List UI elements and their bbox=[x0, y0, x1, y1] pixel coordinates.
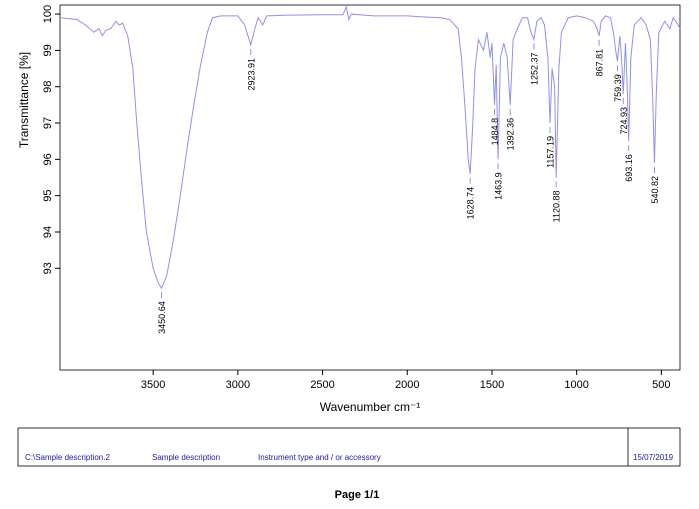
y-tick-label: 93 bbox=[42, 262, 54, 274]
peak-label: 1484.8 bbox=[490, 118, 500, 146]
peak-label: 1252.37 bbox=[529, 53, 539, 86]
x-tick-label: 2000 bbox=[395, 379, 419, 391]
spectrum-line bbox=[59, 5, 681, 290]
x-axis-label: Wavenumber cm⁻¹ bbox=[320, 400, 421, 414]
x-tick-label: 1000 bbox=[564, 379, 588, 391]
footer-box bbox=[17, 427, 681, 467]
peak-label: 3450.64 bbox=[157, 301, 167, 334]
peak-label: 2923.91 bbox=[246, 58, 256, 91]
peak-label: 1120.88 bbox=[552, 191, 562, 223]
x-tick-label: 500 bbox=[652, 379, 670, 391]
y-tick-label: 95 bbox=[42, 190, 54, 202]
peak-label: 759.39 bbox=[613, 74, 623, 102]
y-tick-label: 94 bbox=[42, 226, 54, 238]
x-tick-label: 1500 bbox=[480, 379, 504, 391]
y-tick-label: 99 bbox=[42, 44, 54, 56]
peak-label: 693.16 bbox=[624, 154, 634, 182]
footer-sample: Sample description bbox=[152, 453, 220, 462]
x-tick-label: 3000 bbox=[226, 379, 250, 391]
peak-label: 724.93 bbox=[619, 107, 629, 135]
footer-date: 15/07/2019 bbox=[633, 453, 674, 462]
y-tick-label: 100 bbox=[42, 5, 54, 23]
peak-label: 540.82 bbox=[650, 176, 660, 204]
page-number: Page 1/1 bbox=[335, 489, 380, 501]
footer-file: C:\Sample description.2 bbox=[25, 453, 110, 462]
peak-label: 1628.74 bbox=[466, 187, 476, 220]
peak-label: 1463.9 bbox=[494, 172, 504, 200]
plot-frame bbox=[59, 4, 681, 371]
y-tick-label: 98 bbox=[42, 81, 54, 93]
peak-label: 1392.36 bbox=[506, 118, 516, 151]
footer-instrument: Instrument type and / or accessory bbox=[258, 453, 381, 462]
y-tick-label: 97 bbox=[42, 117, 54, 129]
y-tick-label: 96 bbox=[42, 153, 54, 165]
x-tick-label: 3500 bbox=[141, 379, 165, 391]
peak-label: 1157.19 bbox=[546, 136, 556, 168]
y-axis-label: Transmittance [%] bbox=[17, 52, 31, 148]
x-tick-label: 2500 bbox=[310, 379, 334, 391]
peak-label: 867.81 bbox=[595, 49, 605, 77]
